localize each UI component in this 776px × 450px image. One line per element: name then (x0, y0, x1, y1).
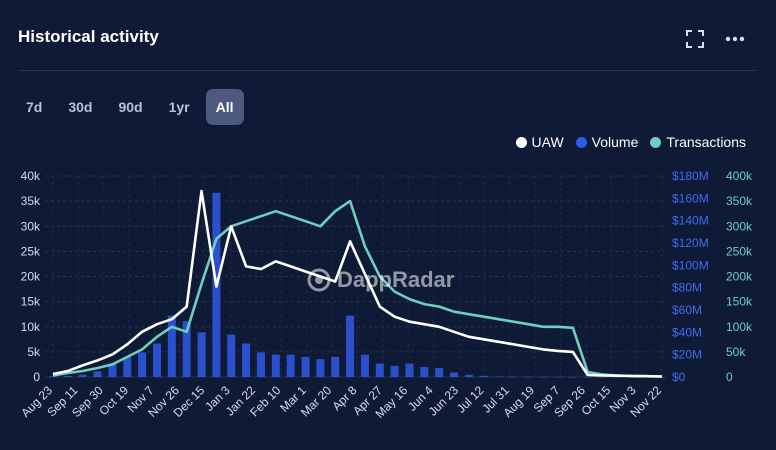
volume-bar (613, 376, 622, 378)
tab-30d[interactable]: 30d (68, 99, 93, 115)
time-range-tabs: 7d 30d 90d 1yr All (16, 89, 244, 125)
volume-bar (390, 365, 399, 377)
volume-bar (286, 354, 295, 377)
volume-bar (93, 371, 102, 377)
series-line-transactions (52, 199, 663, 378)
expand-icon[interactable] (684, 28, 706, 50)
y-left-tick-label: 30k (21, 219, 41, 233)
volume-bar (554, 376, 563, 378)
x-tick-label: Oct 19 (96, 383, 131, 418)
y-volume-tick-label: $60M (672, 303, 702, 317)
more-icon[interactable] (724, 28, 746, 50)
volume-bar (464, 374, 473, 377)
y-volume-tick-label: $140M (672, 214, 709, 228)
y-right-tick-label: 250k (726, 244, 753, 258)
volume-bar (658, 376, 666, 378)
dappradar-logo-icon (307, 268, 331, 292)
volume-bar (316, 359, 325, 377)
x-tick-label: Jun 23 (426, 383, 462, 419)
header-divider (18, 70, 756, 71)
y-volume-tick-label: $80M (672, 281, 702, 295)
y-left-tick-label: 35k (21, 194, 41, 208)
page-title: Historical activity (18, 27, 159, 46)
volume-bar (182, 321, 191, 377)
volume-bar (227, 334, 236, 377)
chart-legend: UAW Volume Transactions (515, 134, 746, 150)
legend-label-volume: Volume (591, 134, 639, 150)
volume-bar (138, 352, 147, 377)
x-tick-label: Jul 12 (454, 383, 487, 416)
y-left-tick-label: 10k (21, 320, 41, 334)
series-line-uaw (52, 189, 663, 378)
legend-item-uaw[interactable]: UAW (515, 134, 564, 150)
y-right-tick-label: 200k (726, 270, 753, 284)
volume-bar (509, 376, 518, 378)
volume-bar (405, 363, 414, 377)
volume-bar (256, 352, 265, 377)
legend-label-uaw: UAW (531, 134, 564, 150)
y-left-tick-label: 25k (21, 244, 41, 258)
watermark: DappRadar (307, 267, 454, 293)
volume-bar (420, 366, 429, 377)
volume-bar (78, 374, 87, 377)
y-volume-tick-label: $20M (672, 348, 702, 362)
watermark-text: DappRadar (337, 267, 455, 292)
tab-all[interactable]: All (205, 89, 244, 125)
y-volume-tick-label: $180M (672, 169, 709, 183)
volume-bar (242, 343, 251, 377)
volume-bar (494, 376, 503, 377)
volume-bar (301, 356, 310, 377)
y-right-tick-label: 150k (726, 295, 753, 309)
volume-bar (435, 368, 444, 377)
x-tick-label: Oct 15 (578, 383, 613, 418)
legend-dot-volume (575, 136, 587, 148)
y-right-tick-label: 350k (726, 194, 753, 208)
legend-item-transactions[interactable]: Transactions (650, 134, 746, 150)
volume-bar (524, 376, 533, 378)
y-right-tick-label: 100k (726, 320, 753, 334)
volume-bar (568, 376, 577, 378)
volume-bar (108, 363, 117, 377)
volume-bar (598, 376, 607, 378)
tab-90d[interactable]: 90d (118, 99, 143, 115)
y-right-tick-label: 50k (726, 345, 746, 359)
y-volume-tick-label: $0 (672, 370, 686, 384)
header-actions (684, 28, 746, 50)
volume-bar (479, 375, 488, 377)
volume-bar (583, 376, 592, 378)
y-left-tick-label: 15k (21, 295, 41, 309)
legend-label-transactions: Transactions (666, 134, 746, 150)
y-left-tick-label: 20k (21, 270, 41, 284)
legend-item-volume[interactable]: Volume (575, 134, 639, 150)
volume-bar (331, 356, 340, 377)
volume-bar (346, 315, 355, 377)
volume-bar (63, 375, 72, 377)
volume-bar (197, 332, 206, 377)
volume-bar (375, 363, 384, 377)
y-right-tick-label: 300k (726, 219, 753, 233)
y-right-tick-label: 0 (726, 370, 733, 384)
y-volume-tick-label: $160M (672, 191, 709, 205)
volume-bar (539, 376, 548, 378)
y-volume-tick-label: $40M (672, 325, 702, 339)
y-volume-tick-label: $120M (672, 236, 709, 250)
legend-dot-transactions (650, 136, 662, 148)
volume-bar (167, 315, 176, 377)
y-left-tick-label: 0 (33, 370, 40, 384)
y-right-tick-label: 400k (726, 169, 753, 183)
volume-bar (123, 356, 132, 377)
tab-1yr[interactable]: 1yr (168, 99, 190, 115)
volume-bar (450, 372, 459, 377)
volume-bar (271, 354, 280, 377)
volume-bar (152, 343, 161, 377)
y-volume-tick-label: $100M (672, 258, 709, 272)
volume-bar (360, 354, 369, 377)
legend-dot-uaw (515, 136, 527, 148)
volume-bar (49, 376, 57, 377)
tab-7d[interactable]: 7d (26, 99, 43, 115)
y-left-tick-label: 5k (27, 345, 41, 359)
y-left-tick-label: 40k (21, 169, 41, 183)
